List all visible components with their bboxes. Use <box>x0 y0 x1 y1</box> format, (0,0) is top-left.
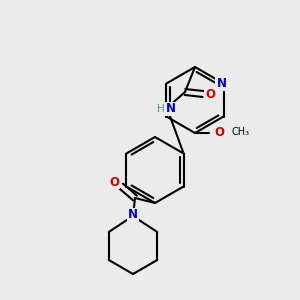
Text: H: H <box>157 104 165 114</box>
Text: O: O <box>205 88 215 100</box>
Text: N: N <box>128 208 138 221</box>
Text: N: N <box>166 103 176 116</box>
Text: O: O <box>109 176 119 188</box>
Text: O: O <box>214 127 224 140</box>
Text: CH₃: CH₃ <box>231 127 249 137</box>
Text: N: N <box>217 77 226 90</box>
Text: N: N <box>128 208 138 221</box>
